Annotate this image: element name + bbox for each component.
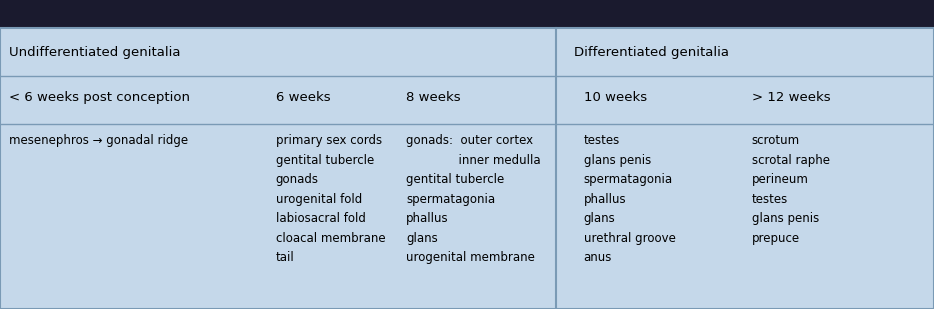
- Text: gonads:  outer cortex
              inner medulla
gentital tubercle
spermatagoni: gonads: outer cortex inner medulla genti…: [406, 134, 541, 265]
- Text: scrotum
scrotal raphe
perineum
testes
glans penis
prepuce: scrotum scrotal raphe perineum testes gl…: [752, 134, 830, 245]
- Text: > 12 weeks: > 12 weeks: [752, 91, 830, 104]
- Text: 6 weeks: 6 weeks: [276, 91, 330, 104]
- Text: primary sex cords
gentital tubercle
gonads
urogenital fold
labiosacral fold
cloa: primary sex cords gentital tubercle gona…: [276, 134, 385, 265]
- FancyBboxPatch shape: [0, 0, 934, 28]
- Text: testes
glans penis
spermatagonia
phallus
glans
urethral groove
anus: testes glans penis spermatagonia phallus…: [584, 134, 675, 265]
- Text: Differentiated genitalia: Differentiated genitalia: [574, 46, 729, 59]
- Text: < 6 weeks post conception: < 6 weeks post conception: [9, 91, 191, 104]
- Text: mesenephros → gonadal ridge: mesenephros → gonadal ridge: [9, 134, 189, 147]
- Text: Undifferentiated genitalia: Undifferentiated genitalia: [9, 46, 181, 59]
- Text: 10 weeks: 10 weeks: [584, 91, 647, 104]
- FancyBboxPatch shape: [0, 28, 934, 309]
- Text: 8 weeks: 8 weeks: [406, 91, 460, 104]
